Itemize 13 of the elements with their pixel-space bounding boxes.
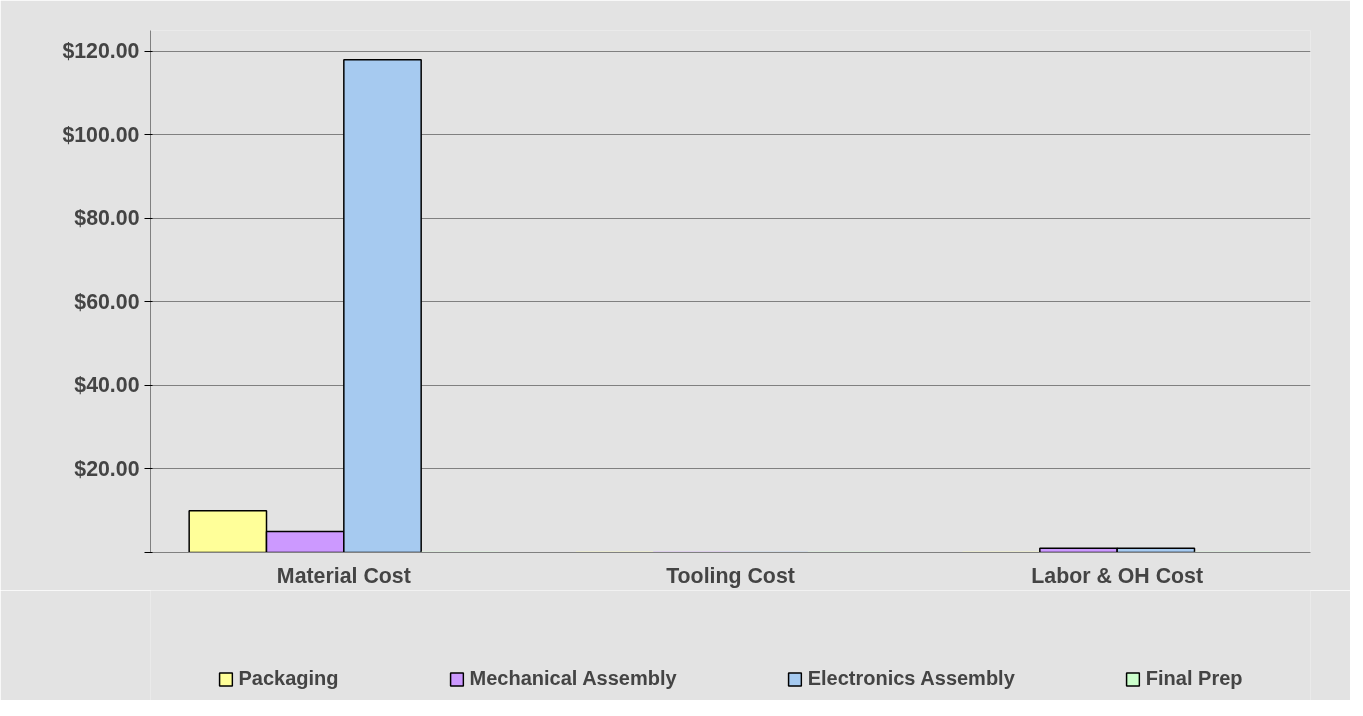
legend-label: Electronics Assembly: [807, 667, 1015, 690]
y-tick-label: $40.00: [74, 373, 140, 398]
legend-label: Packaging: [238, 667, 339, 690]
y-tick-label: $120.00: [62, 39, 140, 64]
y-tick-label: $80.00: [74, 206, 140, 231]
y-tick-label: $100.00: [62, 122, 140, 147]
legend-label: Mechanical Assembly: [469, 667, 677, 690]
y-tick-label: $20.00: [74, 456, 140, 481]
legend-label: Final Prep: [1145, 667, 1243, 690]
y-tick-label: $60.00: [74, 289, 140, 314]
x-tick-label: Labor & OH Cost: [1031, 563, 1204, 588]
x-tick-label: Material Cost: [276, 563, 411, 588]
x-tick-label: Tooling Cost: [666, 563, 795, 588]
